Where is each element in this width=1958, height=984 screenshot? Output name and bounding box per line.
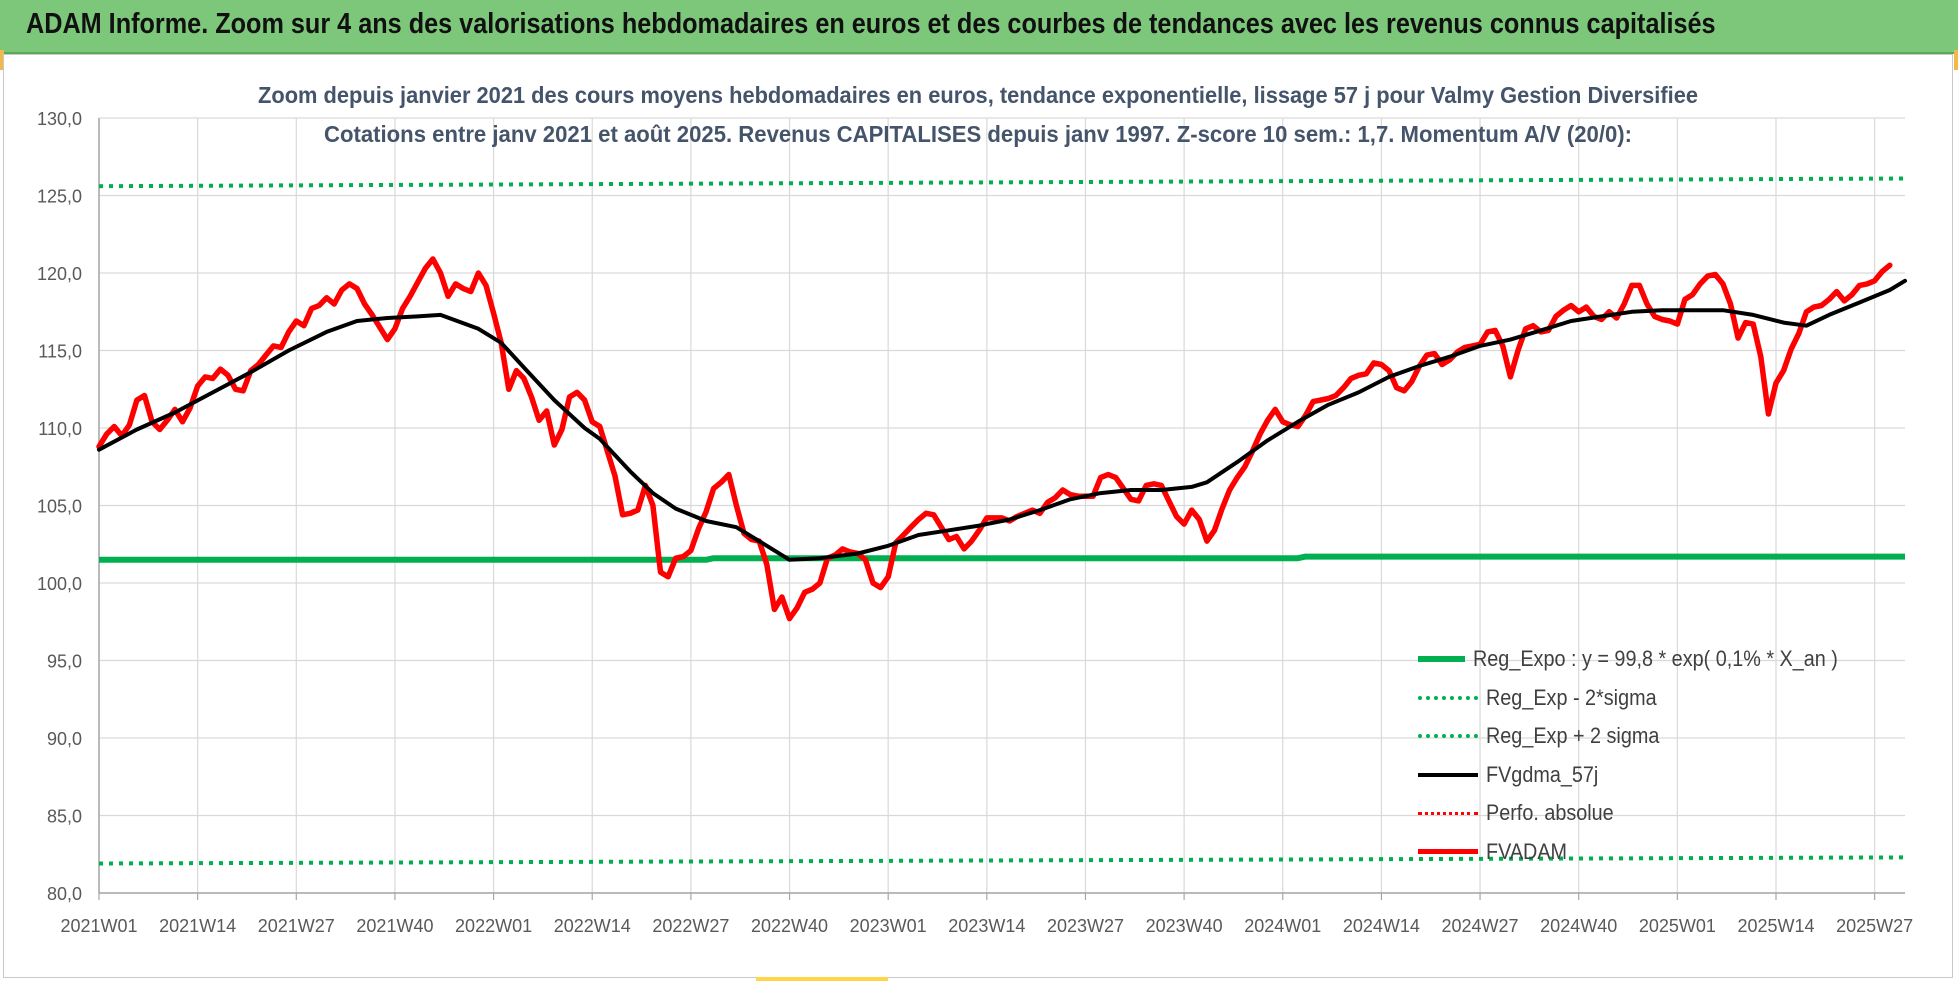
x-tick-label: 2021W01 (60, 916, 137, 936)
x-tick-label: 2021W27 (258, 916, 335, 936)
y-tick-label: 125,0 (37, 187, 82, 207)
y-tick-label: 110,0 (38, 419, 82, 439)
x-tick-label: 2024W27 (1442, 916, 1519, 936)
series-line-0 (99, 553, 1905, 563)
chart-legend: Reg_Expo : y = 99,8 * exp( 0,1% * X_an )… (1418, 640, 1878, 871)
legend-swatch (1418, 656, 1465, 663)
banner-title: ADAM Informe. Zoom sur 4 ans des valoris… (26, 8, 1716, 40)
title-banner: ADAM Informe. Zoom sur 4 ans des valoris… (0, 0, 1958, 54)
x-tick-label: 2021W14 (159, 916, 236, 936)
x-tick-label: 2022W14 (554, 916, 631, 936)
frame-edge-right (1954, 50, 1958, 70)
y-tick-label: 80,0 (47, 884, 82, 904)
legend-swatch (1418, 772, 1478, 777)
legend-swatch (1418, 811, 1478, 815)
y-tick-label: 130,0 (37, 109, 82, 129)
legend-label: Reg_Exp + 2 sigma (1486, 723, 1660, 749)
legend-item: Perfo. absolue (1418, 794, 1878, 833)
legend-swatch (1418, 849, 1478, 855)
series-line-2 (98, 176, 1906, 189)
y-tick-label: 115,0 (38, 342, 82, 362)
legend-label: Perfo. absolue (1486, 800, 1614, 826)
legend-swatch (1418, 695, 1478, 700)
series-line-5 (96, 256, 1893, 622)
frame-edge-left (0, 50, 4, 70)
y-tick-label: 100,0 (37, 574, 82, 594)
x-tick-label: 2023W14 (948, 916, 1025, 936)
legend-label: FVADAM (1486, 838, 1568, 864)
x-tick-label: 2025W27 (1836, 916, 1913, 936)
chart-subtitle: Cotations entre janv 2021 et août 2025. … (324, 121, 1632, 147)
x-tick-label: 2022W01 (455, 916, 532, 936)
y-axis: 80,0 85,0 90,0 95,0 100,0 105,0 110,0 115,0 120,… (37, 109, 100, 904)
x-tick-label: 2022W27 (652, 916, 729, 936)
x-tick-label: 2024W40 (1540, 916, 1617, 936)
y-tick-label: 90,0 (47, 729, 82, 749)
legend-item: Reg_Exp - 2*sigma (1418, 679, 1878, 718)
chart-frame (3, 54, 1953, 978)
gridlines (98, 117, 1905, 894)
legend-item: Reg_Expo : y = 99,8 * exp( 0,1% * X_an ) (1418, 640, 1878, 679)
legend-item: Reg_Exp + 2 sigma (1418, 717, 1878, 756)
x-tick-label: 2023W40 (1146, 916, 1223, 936)
x-tick-label: 2024W14 (1343, 916, 1420, 936)
x-tick-label: 2024W01 (1244, 916, 1321, 936)
x-tick-label: 2023W27 (1047, 916, 1124, 936)
legend-label: FVgdma_57j (1486, 761, 1599, 787)
y-tick-label: 105,0 (37, 497, 82, 517)
series-lines (96, 176, 1907, 866)
y-tick-label: 120,0 (37, 264, 82, 284)
x-axis: 2021W01 2021W14 2021W27 2021W40 2022W01 2022W… (60, 892, 1913, 936)
y-tick-label: 85,0 (47, 807, 82, 827)
legend-item: FVgdma_57j (1418, 756, 1878, 795)
series-line-3 (97, 278, 1907, 562)
legend-swatch (1418, 734, 1478, 739)
series-line-1 (98, 855, 1906, 866)
y-tick-label: 95,0 (47, 652, 82, 672)
legend-label: Reg_Expo : y = 99,8 * exp( 0,1% * X_an ) (1472, 646, 1838, 672)
x-tick-label: 2021W40 (356, 916, 433, 936)
legend-item: FVADAM (1418, 833, 1878, 872)
x-tick-label: 2023W01 (850, 916, 927, 936)
x-tick-label: 2025W14 (1737, 916, 1814, 936)
x-tick-label: 2022W40 (751, 916, 828, 936)
legend-label: Reg_Exp - 2*sigma (1486, 684, 1657, 710)
chart-title: Zoom depuis janvier 2021 des cours moyen… (258, 82, 1698, 108)
x-tick-label: 2025W01 (1639, 916, 1716, 936)
scroll-marker (756, 977, 888, 981)
